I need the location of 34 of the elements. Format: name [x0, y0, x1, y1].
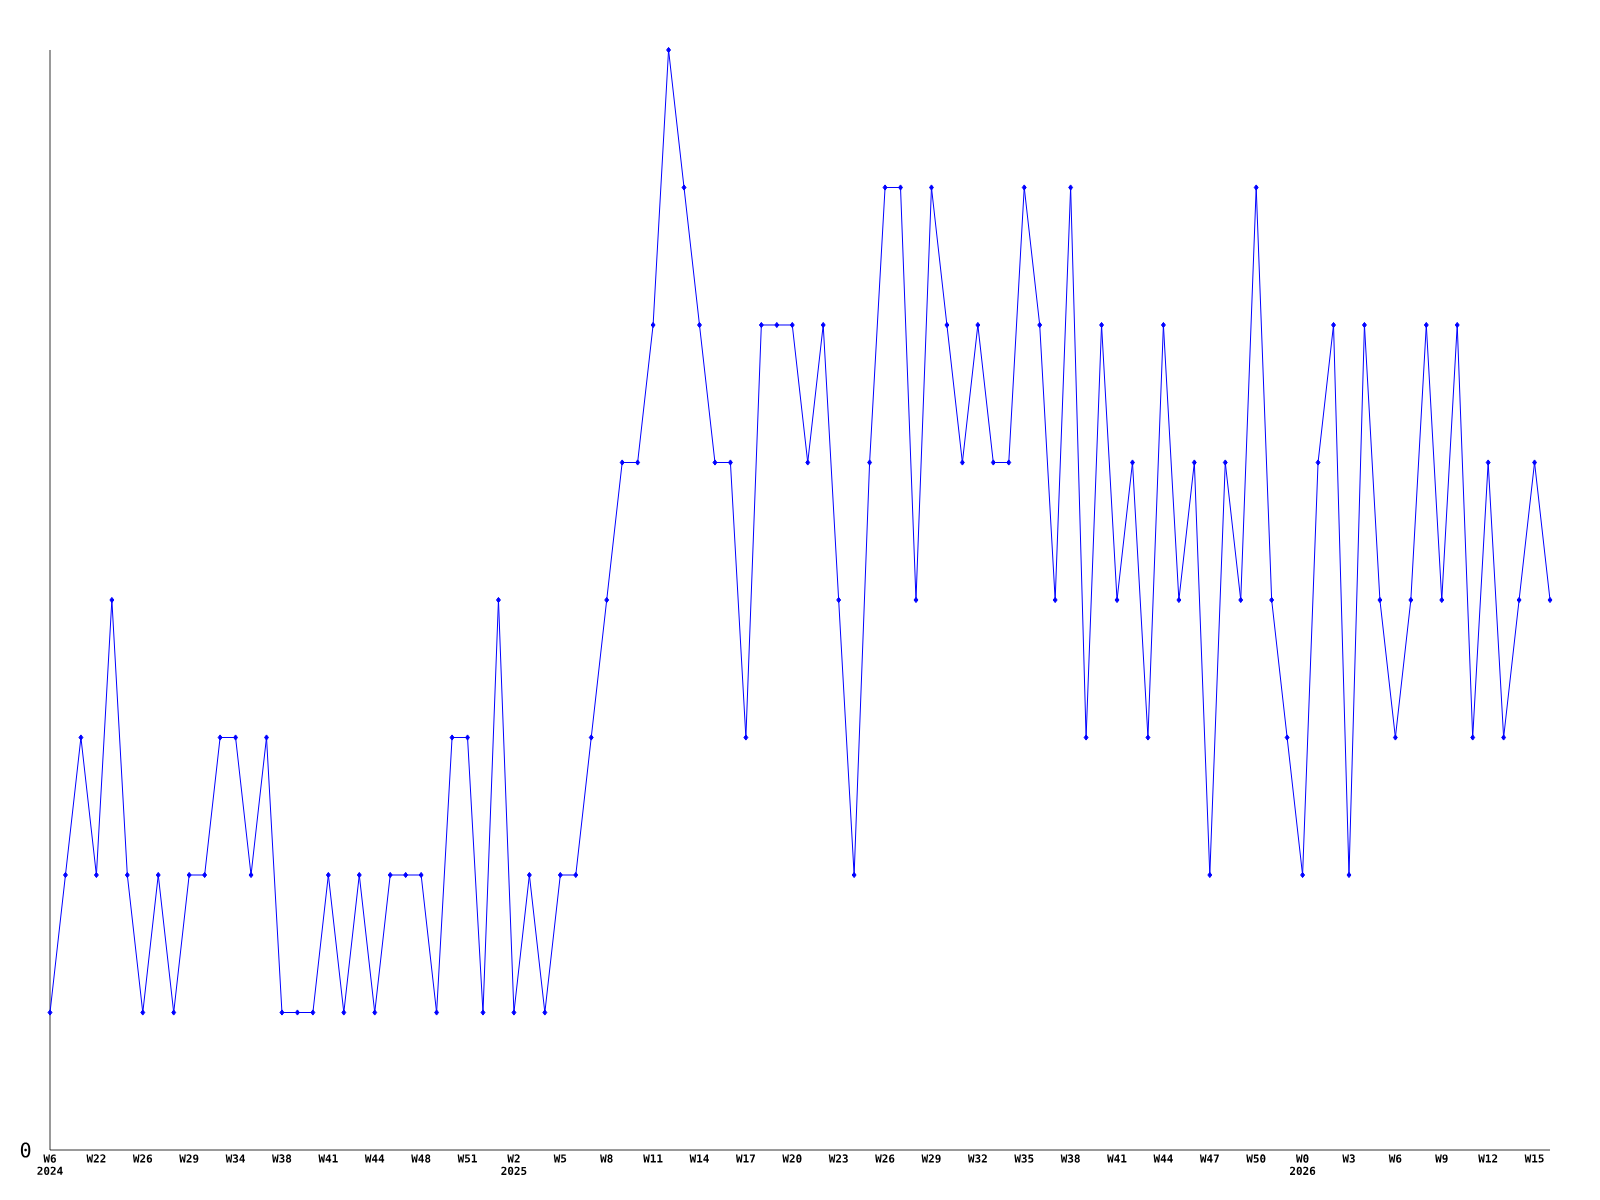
x-tick-label: W26 — [875, 1154, 895, 1163]
x-tick-label: W6 — [1388, 1154, 1402, 1163]
x-tick-label: W29 — [921, 1154, 941, 1163]
x-tick-label: W2 2025 — [501, 1154, 527, 1176]
x-tick-label: W34 — [225, 1154, 245, 1163]
x-tick-label: W41 — [1107, 1154, 1127, 1163]
x-tick-label: W15 — [1524, 1154, 1544, 1163]
x-tick-label: W17 — [735, 1154, 755, 1163]
x-tick-label: W22 — [86, 1154, 106, 1163]
x-tick-label: W8 — [600, 1154, 613, 1163]
x-tick-label: W9 — [1435, 1154, 1448, 1163]
x-tick-label: W38 — [272, 1154, 292, 1163]
text: 0 — [20, 1142, 31, 1158]
x-tick-label: W44 — [364, 1154, 385, 1163]
x-tick-label: W44 — [1153, 1154, 1173, 1163]
x-tick-label: W48 — [411, 1154, 431, 1163]
x-tick-label: W23 — [828, 1154, 848, 1163]
x-tick-label: W0 2026 — [1290, 1154, 1316, 1176]
x-tick-label: W26 — [132, 1154, 153, 1163]
x-tick-label: W38 — [1060, 1154, 1080, 1163]
x-tick-label: W14 — [689, 1154, 709, 1163]
x-tick-label: W11 — [643, 1154, 663, 1163]
x-tick-label: W29 — [179, 1154, 199, 1163]
x-tick-label: W20 — [782, 1154, 802, 1163]
x-tick-label: W32 — [967, 1154, 987, 1163]
x-tick-label: W47 — [1199, 1154, 1219, 1163]
x-tick-label: W50 — [1246, 1154, 1266, 1163]
x-tick-label: W5 — [553, 1154, 567, 1163]
x-tick-label: W3 — [1342, 1154, 1355, 1163]
x-tick-label: W35 — [1014, 1154, 1034, 1163]
x-tick-label: W12 — [1478, 1154, 1498, 1163]
x-tick-label: W6 2024 — [37, 1154, 63, 1176]
x-tick-label: W51 — [457, 1154, 477, 1163]
x-tick-label: W41 — [318, 1154, 338, 1163]
